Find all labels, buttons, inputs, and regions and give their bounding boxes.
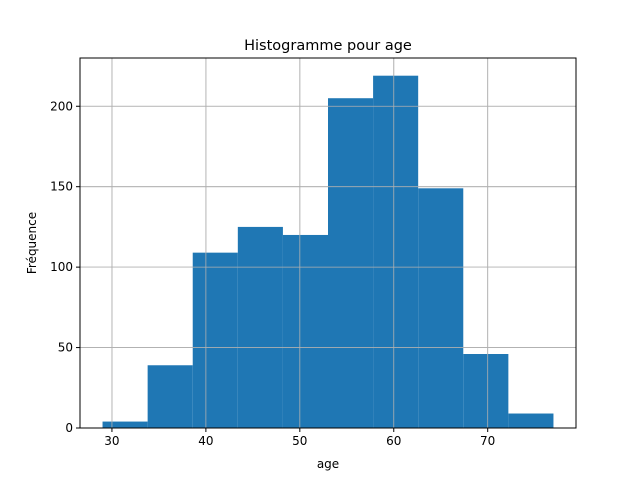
histogram-bar-1	[102, 421, 148, 428]
y-tick-label: 50	[58, 341, 73, 355]
x-tick-label: 40	[198, 434, 213, 448]
x-tick-label: 70	[480, 434, 495, 448]
x-tick-label: 50	[292, 434, 307, 448]
y-axis-label: Fréquence	[25, 212, 39, 274]
histogram-bar-7	[373, 75, 419, 429]
y-tick-label: 200	[50, 99, 73, 113]
histogram-bars	[80, 58, 576, 429]
y-tick-label: 0	[65, 421, 73, 435]
x-axis-label: age	[317, 457, 339, 471]
plot-frame	[79, 57, 577, 429]
y-tick-label: 100	[50, 260, 73, 274]
histogram-bar-6	[328, 98, 374, 428]
histogram-bar-2	[147, 365, 193, 428]
x-tick-label: 60	[386, 434, 401, 448]
histogram-bar-4	[237, 226, 283, 428]
histogram-bar-9	[463, 354, 509, 428]
histogram-bar-5	[282, 234, 328, 428]
histogram-bar-3	[192, 252, 238, 428]
y-axis-ticks: 0 50 100 150 200	[50, 99, 80, 435]
histogram-bar-10	[508, 413, 554, 428]
y-tick-label: 150	[50, 180, 73, 194]
x-tick-label: 30	[104, 434, 119, 448]
x-axis-ticks: 30 40 50 60 70	[104, 428, 495, 448]
chart-title: Histogramme pour age	[244, 38, 412, 54]
histogram-bar-8	[418, 188, 464, 428]
